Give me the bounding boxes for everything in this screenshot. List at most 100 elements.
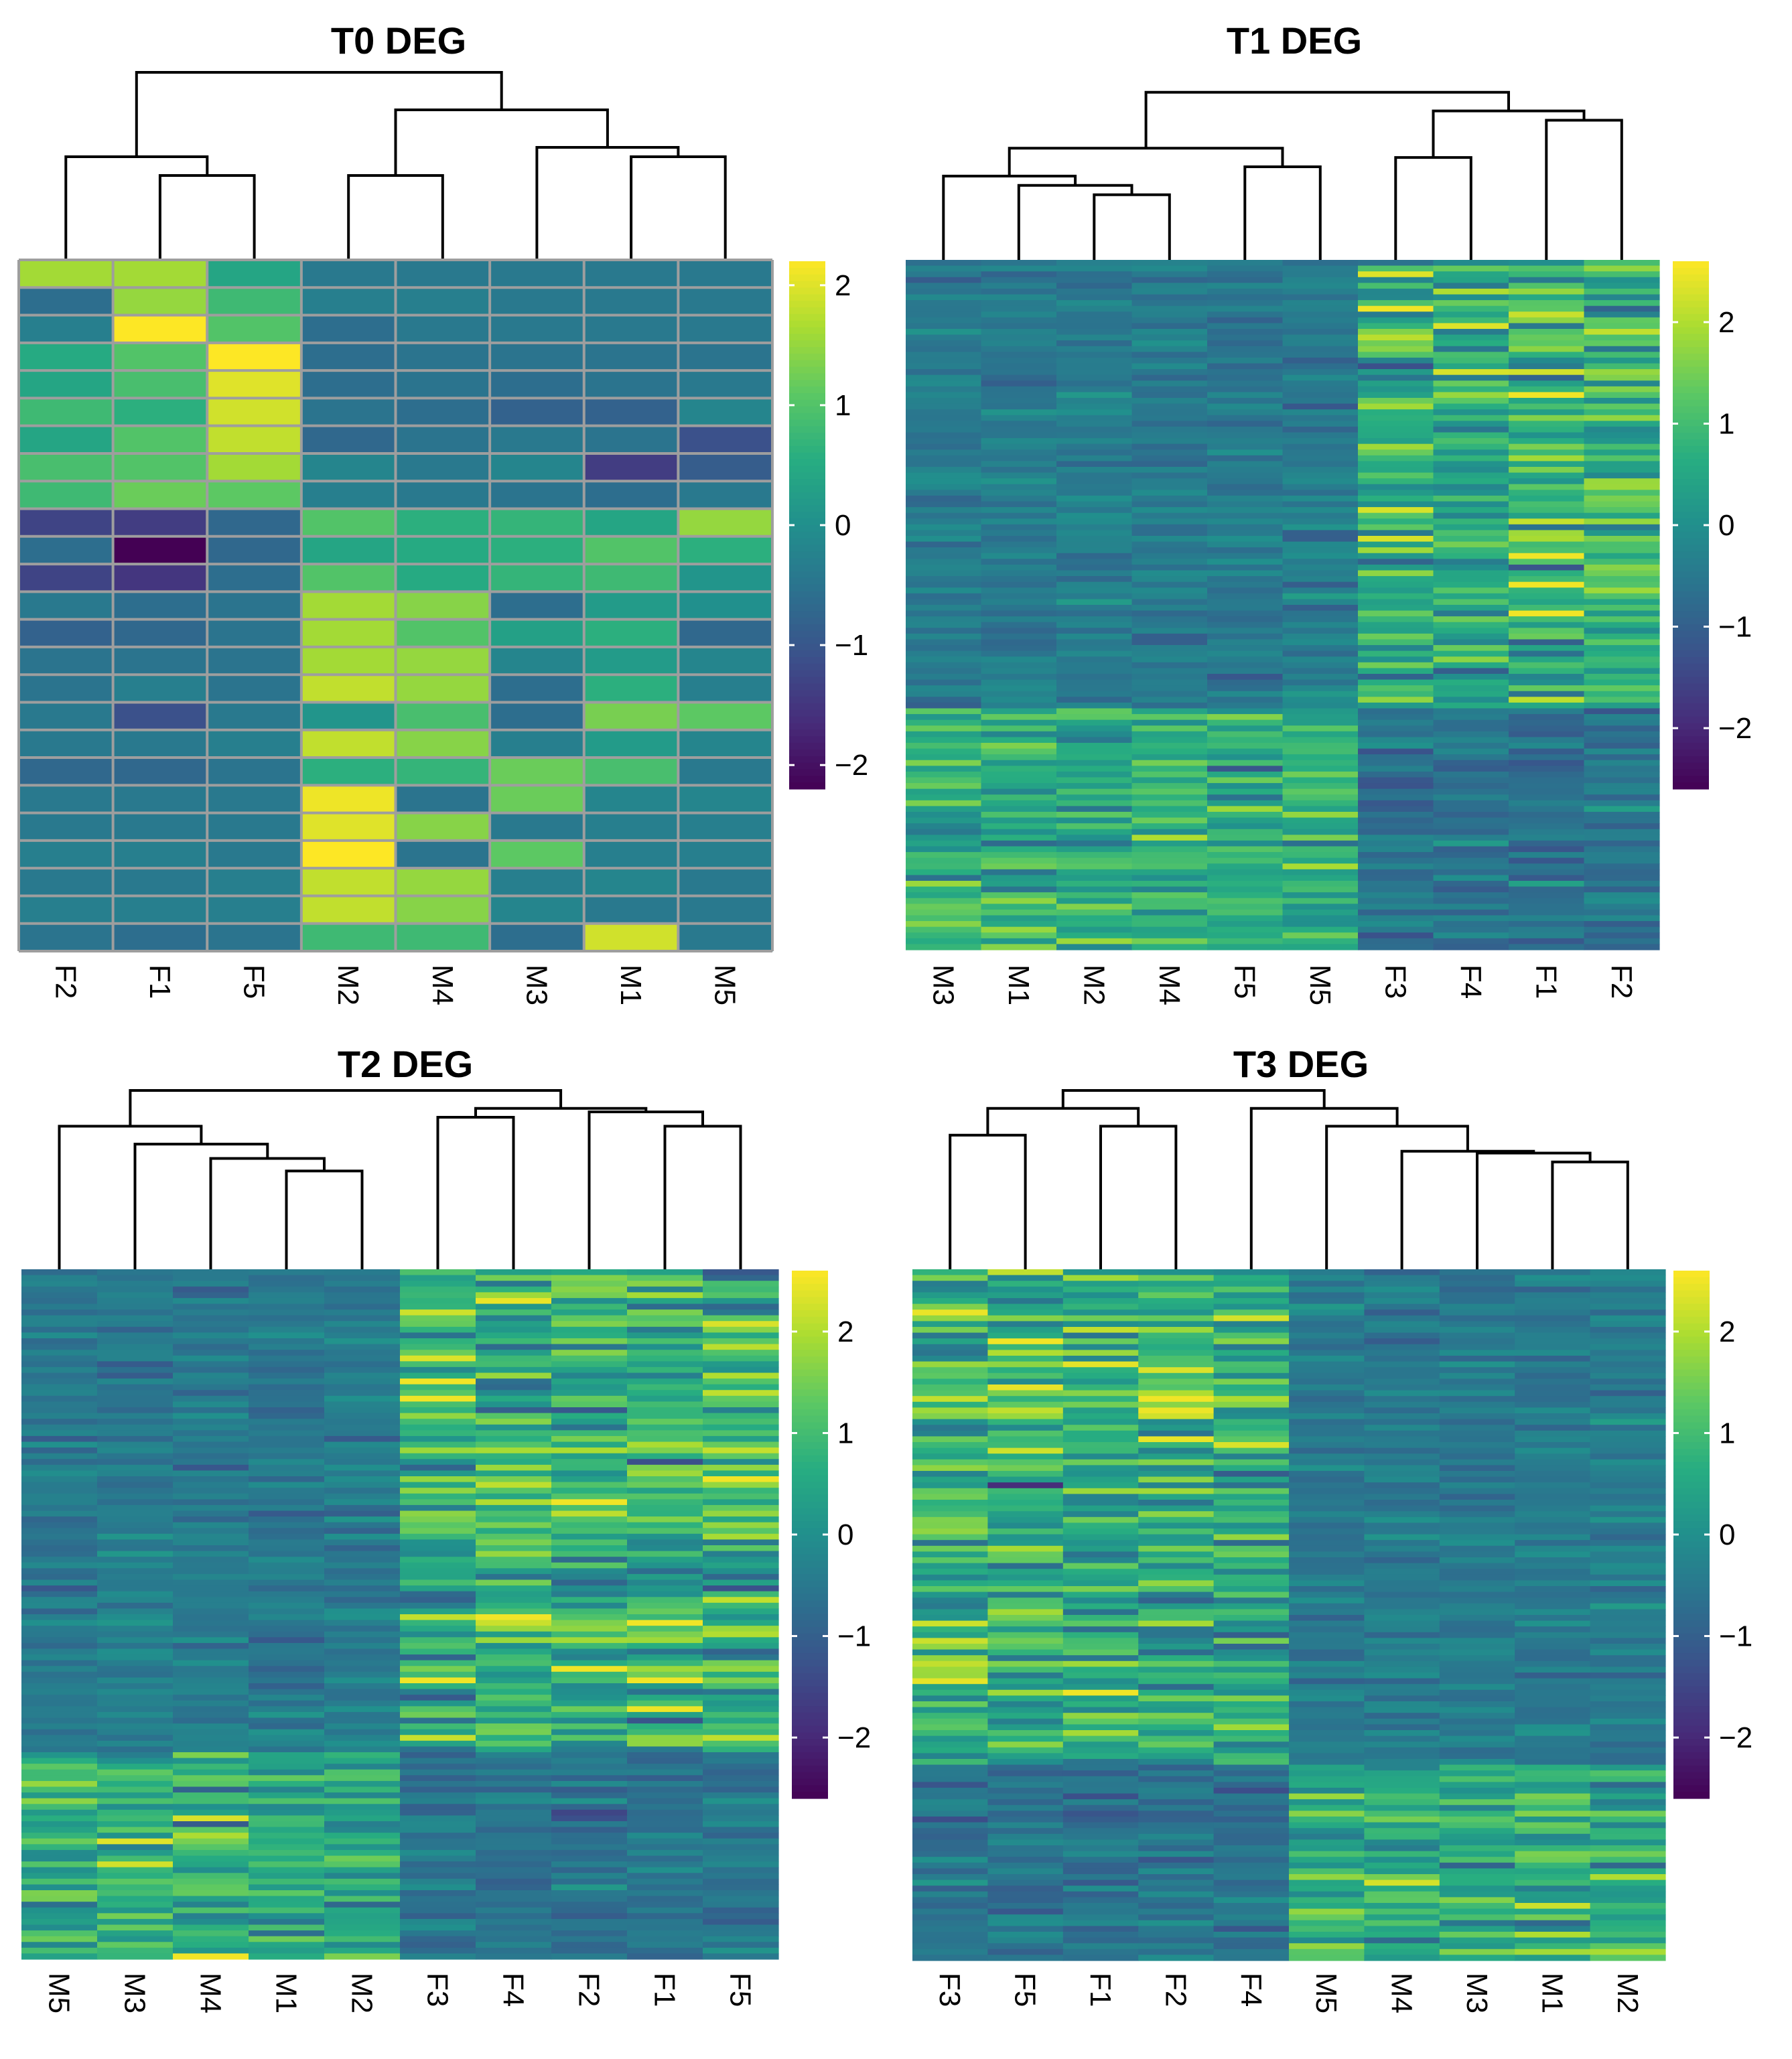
heatmap-cell <box>551 1786 628 1793</box>
heatmap-cell <box>21 1568 98 1575</box>
heatmap-cell <box>1207 432 1284 439</box>
heatmap-cell <box>1433 645 1509 652</box>
heatmap-cell <box>1131 363 1208 370</box>
heatmap-cell <box>912 1649 988 1656</box>
heatmap-cell <box>1515 1793 1591 1800</box>
heatmap-cell <box>1509 501 1585 508</box>
heatmap-cell <box>912 1275 988 1281</box>
heatmap-cell <box>551 1890 628 1897</box>
heatmap-cell <box>97 1660 174 1666</box>
heatmap-cell <box>400 1281 476 1287</box>
heatmap-cell <box>1515 1770 1591 1777</box>
heatmap-cell <box>1138 1534 1215 1541</box>
heatmap-cell <box>1289 1862 1365 1869</box>
heatmap-cell <box>627 1804 703 1810</box>
heatmap-cell <box>324 1573 401 1581</box>
heatmap-cell <box>400 1827 476 1833</box>
heatmap-cell <box>1364 1862 1440 1869</box>
heatmap-cell <box>981 932 1057 939</box>
heatmap-cell <box>324 1626 401 1632</box>
heatmap-cell <box>627 1464 703 1472</box>
heatmap-cell <box>1364 1309 1440 1316</box>
heatmap-cell <box>1282 610 1359 617</box>
legend-swatch <box>792 1415 828 1423</box>
legend-swatch <box>1673 459 1709 466</box>
legend-swatch <box>789 466 825 473</box>
heatmap-cell <box>476 1470 552 1477</box>
heatmap-cell <box>1439 1793 1515 1800</box>
heatmap-cell <box>1062 1891 1139 1898</box>
heatmap-cell <box>1282 725 1359 732</box>
heatmap-cell <box>912 1862 988 1869</box>
legend-swatch <box>789 769 825 776</box>
heatmap-cell <box>97 1654 174 1661</box>
heatmap-cell <box>1590 1879 1666 1886</box>
heatmap-cell <box>1131 812 1208 819</box>
heatmap-cell <box>1509 443 1585 450</box>
legend-swatch <box>1673 650 1709 658</box>
heatmap-cell <box>987 1425 1064 1431</box>
heatmap-cell <box>1358 944 1434 950</box>
heatmap-cell <box>703 1286 779 1293</box>
heatmap-cell <box>1213 1718 1290 1725</box>
heatmap-cell <box>981 380 1057 387</box>
heatmap-cell <box>1364 1839 1440 1846</box>
heatmap-cell <box>1509 415 1585 421</box>
heatmap-cell <box>627 1706 703 1713</box>
heatmap-cell <box>97 1338 174 1345</box>
heatmap-cell <box>627 1907 703 1914</box>
heatmap-cell <box>912 1857 988 1863</box>
heatmap-cell <box>1358 817 1434 824</box>
heatmap-cell <box>1062 1292 1139 1299</box>
heatmap-cell <box>324 1401 401 1408</box>
heatmap-cell <box>703 1522 779 1529</box>
heatmap-cell <box>1056 783 1133 790</box>
heatmap-cell <box>1207 783 1284 790</box>
heatmap-cell <box>21 1780 98 1788</box>
heatmap-cell <box>987 1845 1064 1852</box>
heatmap-cell <box>981 553 1057 559</box>
heatmap-cell <box>551 1332 628 1339</box>
heatmap-cell <box>249 1804 325 1810</box>
heatmap-cell <box>1590 1372 1666 1379</box>
heatmap-cell <box>1131 685 1208 692</box>
heatmap-cell <box>1433 455 1509 462</box>
heatmap-cell <box>1131 777 1208 784</box>
heatmap-cell <box>400 1706 476 1713</box>
heatmap-cell <box>97 1493 174 1500</box>
legend-swatch <box>1673 1290 1710 1297</box>
heatmap-cell <box>173 1648 249 1655</box>
heatmap-cell <box>1515 1833 1591 1840</box>
legend-swatch <box>1673 709 1709 717</box>
heatmap-cell <box>1131 403 1208 410</box>
heatmap-cell <box>1213 1569 1290 1575</box>
heatmap-cell <box>249 1562 325 1569</box>
heatmap-cell <box>21 1804 98 1810</box>
heatmap-cell <box>1515 1425 1591 1431</box>
heatmap-cell <box>1138 1903 1215 1910</box>
heatmap-cell <box>1433 472 1509 479</box>
heatmap-cell <box>1282 668 1359 674</box>
heatmap-cell <box>703 1930 779 1937</box>
heatmap-cell <box>476 1441 552 1448</box>
heatmap-cell <box>1509 277 1585 283</box>
heatmap-cell <box>1433 311 1509 318</box>
heatmap-cell <box>1207 398 1284 405</box>
heatmap-cell <box>987 1891 1064 1898</box>
heatmap-cell <box>906 536 982 543</box>
heatmap-cell <box>173 1711 249 1719</box>
heatmap-cell <box>912 1730 988 1737</box>
heatmap-cell <box>1138 1678 1215 1685</box>
heatmap-cell <box>1207 697 1284 703</box>
heatmap-cell <box>1364 1465 1440 1472</box>
heatmap-cell <box>1056 415 1133 421</box>
heatmap-cell <box>583 729 679 758</box>
heatmap-cell <box>395 758 490 786</box>
heatmap-cell <box>1515 1286 1591 1293</box>
heatmap-cell <box>627 1516 703 1523</box>
heatmap-cell <box>476 1711 552 1719</box>
heatmap-cell <box>1207 938 1284 945</box>
heatmap-cell <box>301 619 397 648</box>
heatmap-cell <box>1282 553 1359 559</box>
heatmap-cell <box>1062 1770 1139 1777</box>
